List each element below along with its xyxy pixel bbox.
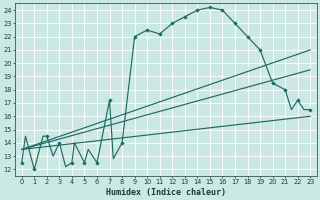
X-axis label: Humidex (Indice chaleur): Humidex (Indice chaleur) (106, 188, 226, 197)
